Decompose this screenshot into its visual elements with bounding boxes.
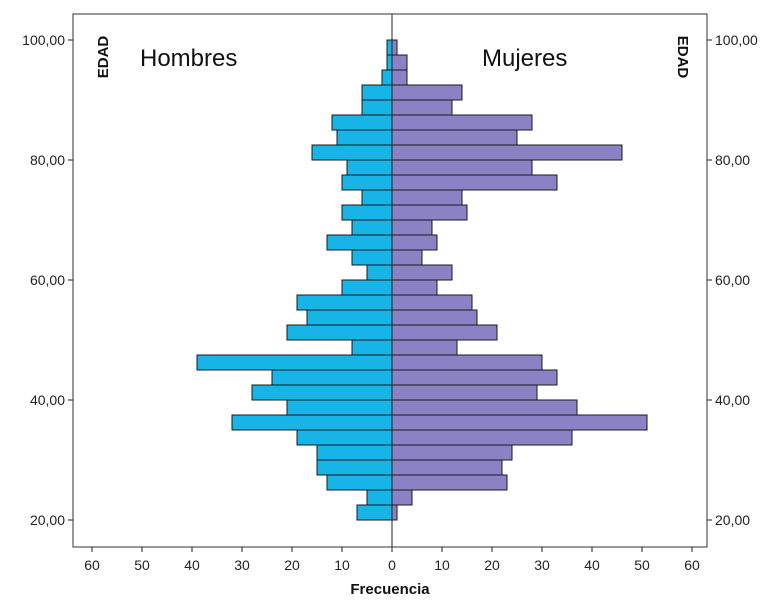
bar-hombres-20 xyxy=(341,204,393,221)
bar-mujeres-17 xyxy=(391,249,423,266)
y-axis-title-left: EDAD xyxy=(95,36,112,79)
bar-mujeres-5 xyxy=(391,429,573,446)
bar-mujeres-2 xyxy=(391,474,508,491)
bar-mujeres-27 xyxy=(391,99,453,116)
bar-hombres-6 xyxy=(231,414,393,431)
x-tick-label-1: 50 xyxy=(134,557,150,573)
bar-hombres-14 xyxy=(296,294,393,311)
bar-hombres-23 xyxy=(346,159,393,176)
bar-hombres-8 xyxy=(251,384,393,401)
bar-mujeres-24 xyxy=(391,144,623,161)
bar-mujeres-8 xyxy=(391,384,538,401)
bar-hombres-29 xyxy=(381,69,393,86)
bar-mujeres-18 xyxy=(391,234,438,251)
bar-hombres-26 xyxy=(331,114,393,131)
bar-hombres-16 xyxy=(366,264,393,281)
bar-hombres-28 xyxy=(361,84,393,101)
bar-mujeres-10 xyxy=(391,354,543,371)
y-tick-label-left-2: 60,00 xyxy=(30,272,65,288)
bar-mujeres-12 xyxy=(391,324,498,341)
bar-hombres-24 xyxy=(311,144,393,161)
y-tick-label-right-2: 60,00 xyxy=(715,272,750,288)
bar-hombres-15 xyxy=(341,279,393,296)
bar-hombres-31 xyxy=(386,39,393,56)
bar-mujeres-6 xyxy=(391,414,648,431)
y-tick-label-right-1: 40,00 xyxy=(715,392,750,408)
bar-mujeres-9 xyxy=(391,369,558,386)
bar-hombres-1 xyxy=(366,489,393,506)
x-tick-label-8: 20 xyxy=(484,557,500,573)
bar-hombres-11 xyxy=(351,339,393,356)
bar-mujeres-25 xyxy=(391,129,518,146)
bar-mujeres-19 xyxy=(391,219,433,236)
bar-hombres-21 xyxy=(361,189,393,206)
bar-mujeres-14 xyxy=(391,294,473,311)
bar-mujeres-7 xyxy=(391,399,578,416)
bar-hombres-12 xyxy=(286,324,393,341)
bar-mujeres-4 xyxy=(391,444,513,461)
x-tick-label-2: 40 xyxy=(184,557,200,573)
bar-mujeres-13 xyxy=(391,309,478,326)
y-axis-title-right: EDAD xyxy=(674,36,691,79)
bar-mujeres-3 xyxy=(391,459,503,476)
y-tick-label-right-3: 80,00 xyxy=(715,152,750,168)
x-tick-label-5: 10 xyxy=(334,557,350,573)
y-tick-label-left-3: 80,00 xyxy=(30,152,65,168)
bar-mujeres-15 xyxy=(391,279,438,296)
x-axis-title: Frecuencia xyxy=(350,581,430,598)
bar-hombres-18 xyxy=(326,234,393,251)
x-tick-label-9: 30 xyxy=(534,557,550,573)
x-tick-label-4: 20 xyxy=(284,557,300,573)
bar-hombres-4 xyxy=(316,444,393,461)
bar-hombres-22 xyxy=(341,174,393,191)
bar-mujeres-16 xyxy=(391,264,453,281)
bar-mujeres-22 xyxy=(391,174,558,191)
y-axis-ticks-right: 20,00 40,00 60,00 80,00 100,00 xyxy=(707,32,758,528)
y-tick-label-right-4: 100,00 xyxy=(715,32,758,48)
x-tick-label-0: 60 xyxy=(84,557,100,573)
bar-hombres-7 xyxy=(286,399,393,416)
x-tick-label-11: 50 xyxy=(634,557,650,573)
x-tick-label-6: 0 xyxy=(388,557,396,573)
bar-hombres-9 xyxy=(271,369,393,386)
bar-mujeres-28 xyxy=(391,84,463,101)
bar-mujeres-21 xyxy=(391,189,463,206)
y-tick-label-left-4: 100,00 xyxy=(22,32,65,48)
bar-hombres-2 xyxy=(326,474,393,491)
bar-mujeres-0 xyxy=(391,504,398,521)
y-tick-label-right-0: 20,00 xyxy=(715,512,750,528)
x-tick-label-12: 60 xyxy=(684,557,700,573)
y-tick-label-left-0: 20,00 xyxy=(30,512,65,528)
bar-hombres-0 xyxy=(356,504,393,521)
series-label-hombres: Hombres xyxy=(140,45,237,72)
bar-mujeres-23 xyxy=(391,159,533,176)
bar-mujeres-30 xyxy=(391,54,408,71)
bar-mujeres-26 xyxy=(391,114,533,131)
x-tick-label-7: 10 xyxy=(434,557,450,573)
x-axis-ticks: 60 50 40 30 20 10 0 10 20 30 40 50 60 xyxy=(84,547,700,573)
bar-mujeres-31 xyxy=(391,39,398,56)
bar-mujeres-29 xyxy=(391,69,408,86)
series-label-mujeres: Mujeres xyxy=(482,45,567,72)
bar-mujeres-11 xyxy=(391,339,458,356)
bar-hombres-10 xyxy=(196,354,393,371)
bar-hombres-13 xyxy=(306,309,393,326)
bar-hombres-5 xyxy=(296,429,393,446)
bar-hombres-19 xyxy=(351,219,393,236)
bar-hombres-3 xyxy=(316,459,393,476)
y-axis-ticks-left: 20,00 40,00 60,00 80,00 100,00 xyxy=(22,32,73,528)
bar-hombres-27 xyxy=(361,99,393,116)
bar-hombres-17 xyxy=(351,249,393,266)
bar-mujeres-20 xyxy=(391,204,468,221)
y-tick-label-left-1: 40,00 xyxy=(30,392,65,408)
bar-hombres-30 xyxy=(386,54,393,71)
bar-hombres-25 xyxy=(336,129,393,146)
x-tick-label-10: 40 xyxy=(584,557,600,573)
bar-mujeres-1 xyxy=(391,489,413,506)
x-tick-label-3: 30 xyxy=(234,557,250,573)
